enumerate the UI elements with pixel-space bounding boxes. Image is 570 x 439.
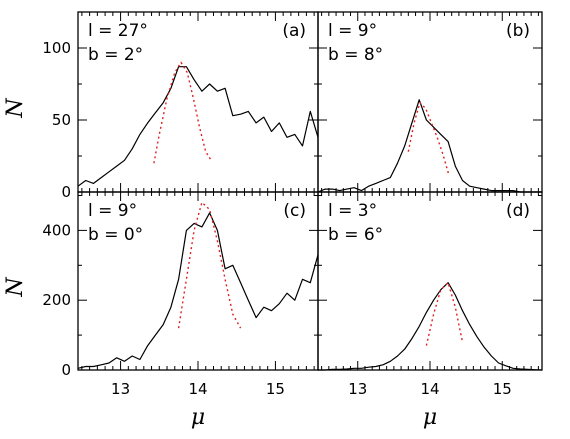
histogram-line [77,66,319,187]
panel-b: l = 9° b = 8° (b) [317,11,543,193]
panel-annotation: l = 9° [328,21,377,41]
panel-label: (a) [282,21,306,41]
panel-label: (b) [506,21,530,41]
y-axis-label: N [3,98,28,119]
x-tick-label: 13 [111,380,130,398]
y-tick-label: 0 [61,361,71,379]
panel-annotation: l = 27° [88,21,148,41]
panel-c: 0 200 400 13 14 15 Nμ l = 9° b = 0° (c) [3,191,319,430]
y-axis-label: N [3,277,28,298]
fit-curve [425,282,464,346]
x-axis-label: μ [191,405,205,430]
panel-annotation: b = 6° [328,225,383,245]
y-tick-label: 100 [42,39,71,57]
x-tick-label: 15 [493,380,512,398]
fit-curve [407,101,450,175]
y-tick-label: 200 [42,291,71,309]
panel-annotation: l = 9° [88,201,137,221]
panel-annotation: b = 2° [88,45,143,65]
x-axis-label: μ [423,405,437,430]
panel-a: 0 50 100 Nl = 27° b = 2° (a) [3,11,319,201]
histogram-line [317,99,542,193]
x-tick-label: 14 [420,380,439,398]
panel-d: 13 14 15 μ l = 3° b = 6° (d) [317,191,543,430]
panel-annotation: l = 3° [328,201,377,221]
x-tick-label: 14 [188,380,207,398]
fit-curve [177,201,242,329]
panel-annotation: b = 8° [328,45,383,65]
x-tick-label: 15 [266,380,285,398]
histogram-line [318,282,543,371]
fit-curve [153,61,212,164]
panel-annotation: b = 0° [88,225,143,245]
histogram-line [77,212,319,369]
y-tick-label: 0 [61,183,71,201]
y-tick-label: 50 [52,111,71,129]
x-tick-label: 13 [348,380,367,398]
y-tick-label: 400 [42,221,71,239]
panel-label: (d) [506,201,530,221]
panel-label: (c) [283,201,306,221]
